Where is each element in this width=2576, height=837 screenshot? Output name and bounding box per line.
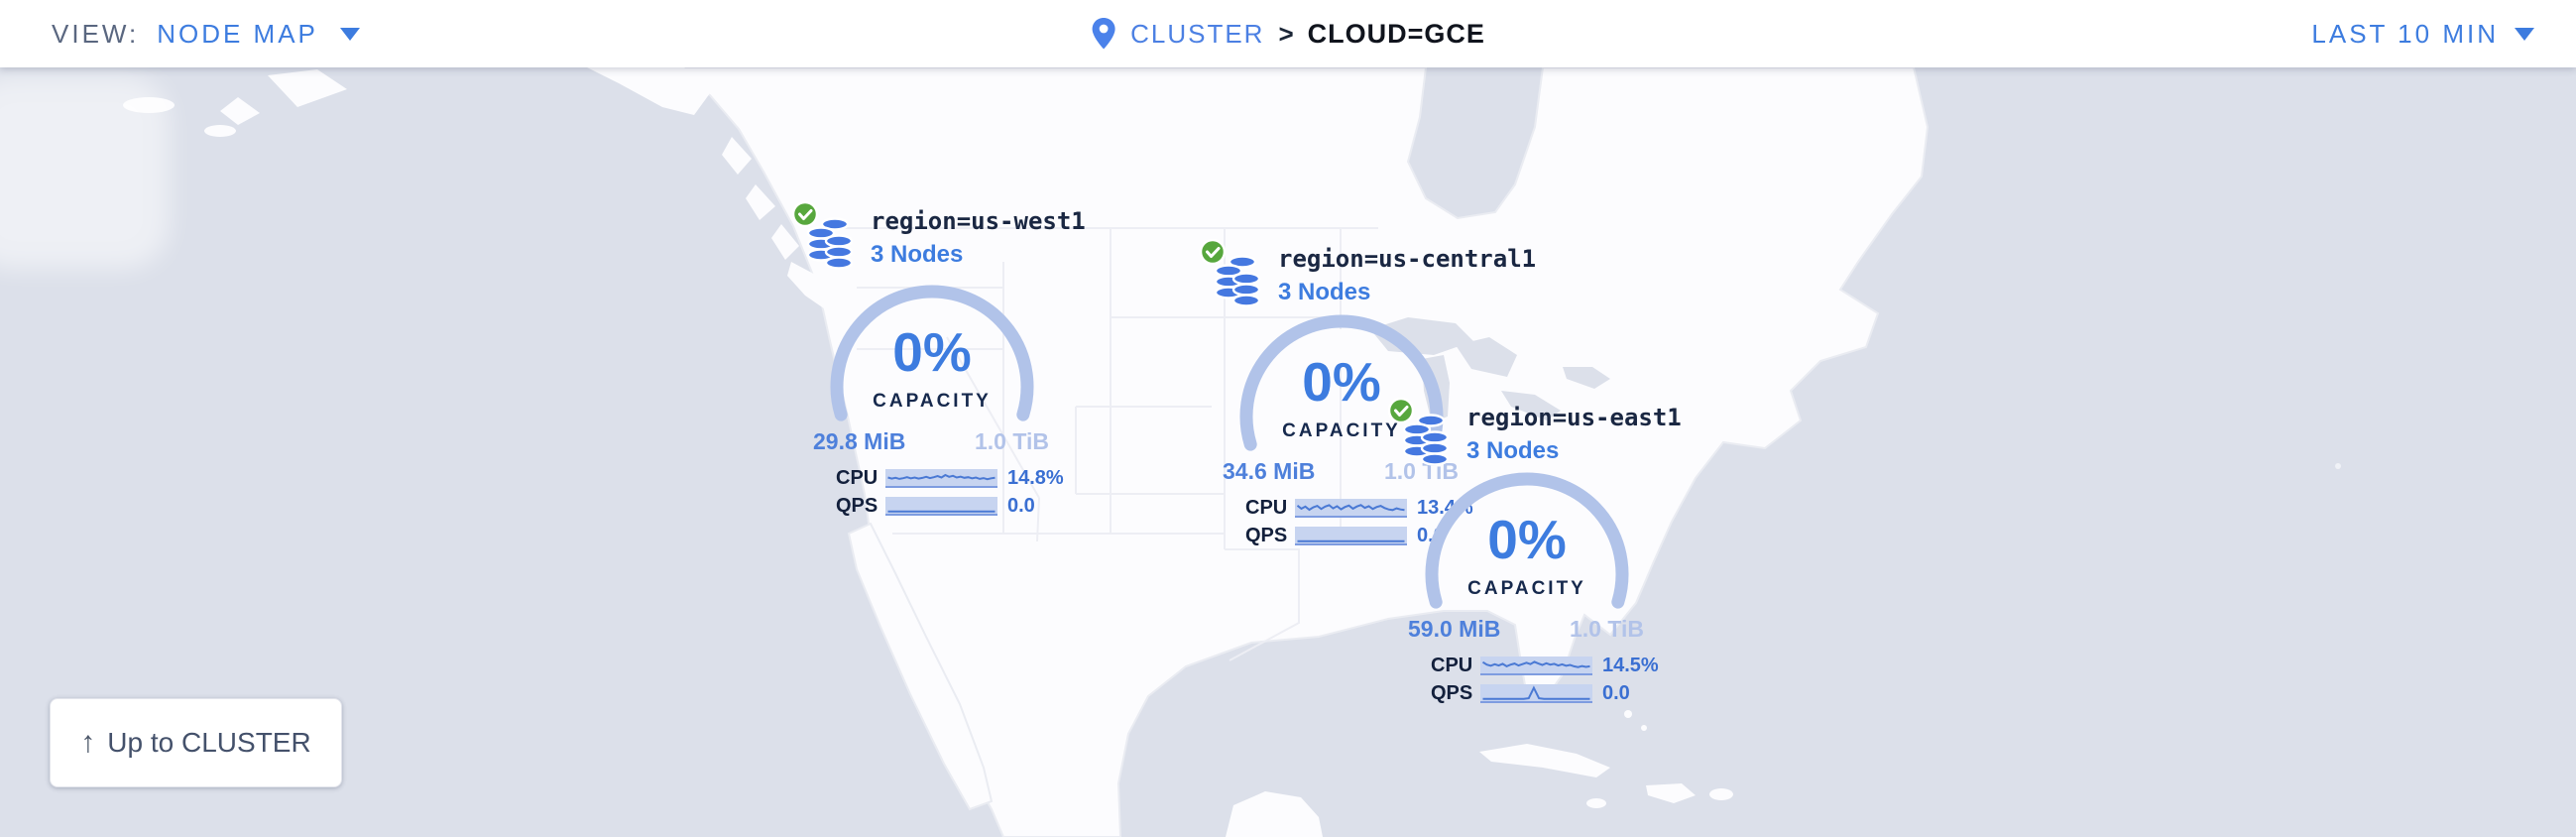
map-highlight-blob [0, 75, 170, 269]
qps-label: QPS [836, 494, 878, 517]
capacity-used: 59.0 MiB [1408, 616, 1501, 642]
capacity-usage: 29.8 MiB 1.0 TiB [813, 428, 1049, 455]
cpu-label: CPU [1245, 496, 1288, 519]
capacity-used: 29.8 MiB [813, 428, 906, 454]
node-count[interactable]: 3 Nodes [871, 241, 964, 268]
arrow-up-icon: ↑ [80, 726, 96, 759]
view-label: VIEW: [52, 18, 140, 49]
up-to-cluster-button[interactable]: ↑ Up to CLUSTER [50, 698, 342, 787]
yucatan [1226, 791, 1323, 837]
cpu-row: CPU 13.4% [1245, 496, 1473, 519]
capacity-usage: 59.0 MiB 1.0 TiB [1408, 616, 1644, 643]
time-range-value[interactable]: LAST 10 MIN [2311, 18, 2499, 49]
top-bar: VIEW: NODE MAP CLUSTER > CLOUD=GCE LAST … [0, 0, 2576, 67]
qps-row: QPS 0.0 [836, 494, 1035, 517]
aleutian-island [204, 125, 236, 137]
location-pin-icon [1092, 18, 1115, 50]
chevron-down-icon[interactable] [2515, 27, 2534, 41]
node-count[interactable]: 3 Nodes [1466, 437, 1560, 464]
bermuda-island [2335, 463, 2341, 469]
aleutian-islands [220, 69, 347, 125]
capacity-arc [830, 285, 1034, 421]
qps-label: QPS [1431, 681, 1473, 704]
check-circle-icon [1199, 238, 1227, 266]
north-america-map [0, 67, 2576, 837]
cpu-row: CPU 14.8% [836, 466, 1064, 489]
puerto-rico [1709, 788, 1733, 800]
time-range-selector[interactable]: LAST 10 MIN [2311, 0, 2534, 67]
capacity-caption: CAPACITY [1467, 578, 1586, 599]
qps-sparkline [1480, 683, 1592, 703]
node-count[interactable]: 3 Nodes [1278, 279, 1371, 305]
cpu-label: CPU [1431, 654, 1473, 676]
bahamas-island [1624, 710, 1632, 718]
cpu-value: 14.5% [1602, 654, 1659, 676]
up-to-cluster-label: Up to CLUSTER [107, 727, 311, 758]
check-circle-icon [791, 200, 819, 228]
chevron-down-icon[interactable] [339, 27, 360, 41]
region-name: region=us-central1 [1278, 245, 1537, 273]
qps-sparkline [885, 496, 997, 516]
hispaniola [1646, 783, 1696, 803]
region-node-us-central1[interactable]: 0% CAPACITY 34.6 MiB 1.0 TiB CPU 13.4% Q… [0, 67, 2576, 837]
baja-peninsula [847, 522, 994, 811]
capacity-caption: CAPACITY [1282, 420, 1401, 441]
lake-ontario [1563, 367, 1610, 389]
database-nodes-icon [1215, 255, 1261, 307]
qps-row: QPS 0.0 [1245, 524, 1445, 546]
region-node-us-west1[interactable]: 0% CAPACITY 29.8 MiB 1.0 TiB CPU 14.8% Q… [0, 67, 2576, 837]
view-selector[interactable]: VIEW: NODE MAP [52, 0, 360, 67]
capacity-arc [1239, 314, 1444, 451]
capacity-percent: 0% [892, 321, 972, 383]
breadcrumb: CLUSTER > CLOUD=GCE [1091, 0, 1485, 67]
region-name: region=us-west1 [871, 207, 1086, 235]
qps-sparkline [1295, 526, 1407, 545]
map-layer: 0% CAPACITY 29.8 MiB 1.0 TiB CPU 14.8% Q… [0, 67, 2576, 837]
lake-erie [1501, 391, 1561, 420]
cpu-sparkline [1480, 656, 1592, 675]
lake-huron [1456, 337, 1517, 377]
alaska-land [587, 67, 710, 115]
database-nodes-icon [807, 217, 854, 270]
capacity-percent: 0% [1302, 351, 1381, 413]
cpu-sparkline [885, 468, 997, 488]
qps-value: 0.0 [1007, 494, 1035, 517]
jamaica [1586, 798, 1606, 808]
qps-value: 0.0 [1602, 681, 1630, 704]
bc-islands [722, 137, 799, 260]
qps-label: QPS [1245, 524, 1288, 546]
breadcrumb-cluster-link[interactable]: CLUSTER [1130, 18, 1265, 49]
view-value[interactable]: NODE MAP [157, 18, 318, 49]
region-node-us-east1[interactable]: 0% CAPACITY 59.0 MiB 1.0 TiB CPU 14.5% Q… [0, 67, 2576, 837]
bahamas-island [1641, 725, 1647, 731]
cuba [1479, 744, 1610, 777]
cpu-row: CPU 14.5% [1431, 654, 1659, 676]
breadcrumb-separator: > [1278, 18, 1294, 49]
capacity-total: 1.0 TiB [975, 428, 1049, 454]
database-nodes-icon [1403, 414, 1450, 466]
capacity-arc [1425, 472, 1629, 609]
vancouver-island [787, 262, 849, 317]
capacity-percent: 0% [1487, 509, 1567, 570]
capacity-caption: CAPACITY [873, 391, 992, 412]
cpu-value: 14.8% [1007, 466, 1064, 489]
check-circle-icon [1387, 397, 1415, 424]
qps-row: QPS 0.0 [1431, 681, 1630, 704]
region-name: region=us-east1 [1466, 404, 1682, 431]
cpu-label: CPU [836, 466, 878, 489]
capacity-used: 34.6 MiB [1223, 458, 1316, 484]
cpu-sparkline [1295, 498, 1407, 518]
capacity-total: 1.0 TiB [1570, 616, 1644, 642]
breadcrumb-current: CLOUD=GCE [1307, 18, 1485, 49]
